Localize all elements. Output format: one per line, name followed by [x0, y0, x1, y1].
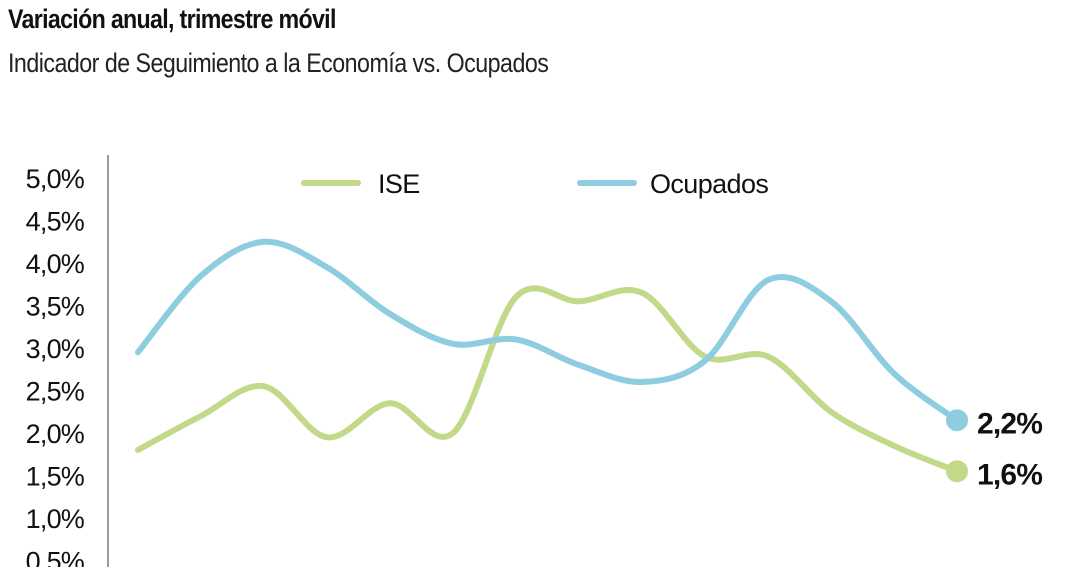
end-value-label: 2,2% — [977, 407, 1042, 440]
y-tick-label: 0,5% — [26, 547, 85, 567]
series-lines — [135, 238, 960, 475]
series-line-ocupados — [135, 238, 960, 424]
y-tick-label: 4,0% — [26, 249, 85, 279]
y-axis-ticks: 5,0% 4,5% 4,0% 3,5% 3,0% 2,5% 2,0% 1,5% 1,0% 0,5% — [26, 164, 86, 567]
legend: ISE Ocupados — [301, 169, 769, 199]
legend-label: ISE — [378, 169, 420, 199]
y-tick-label: 1,0% — [26, 504, 85, 534]
end-marker — [946, 409, 968, 432]
y-tick-label: 5,0% — [26, 164, 85, 194]
end-value-label: 1,6% — [977, 458, 1042, 491]
end-markers: 1,6% 2,2% — [946, 407, 1043, 491]
chart-title: Variación anual, trimestre móvil — [8, 4, 336, 34]
chart-subtitle: Indicador de Seguimiento a la Economía v… — [8, 48, 549, 78]
y-tick-label: 1,5% — [26, 462, 85, 492]
y-tick-label: 2,0% — [26, 419, 85, 449]
series-line-ise — [135, 285, 960, 475]
y-tick-label: 3,5% — [26, 292, 85, 322]
legend-label: Ocupados — [650, 169, 768, 199]
y-tick-label: 2,5% — [26, 377, 85, 407]
end-marker — [946, 460, 968, 483]
y-tick-label: 3,0% — [26, 334, 85, 364]
y-tick-label: 4,5% — [26, 207, 85, 237]
